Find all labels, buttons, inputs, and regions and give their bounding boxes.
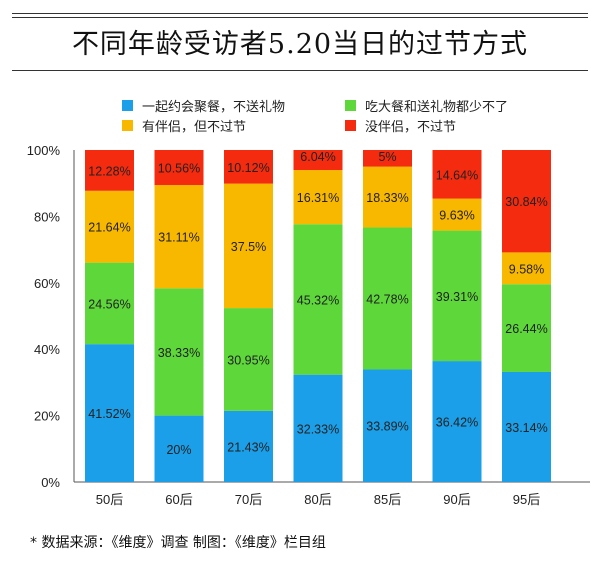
- data-label: 41.52%: [88, 407, 130, 421]
- legend-swatch: [122, 120, 133, 131]
- legend-item-green: 吃大餐和送礼物都少不了: [345, 96, 508, 115]
- data-label: 39.31%: [436, 290, 478, 304]
- data-label: 30.95%: [227, 353, 269, 367]
- legend-label: 没伴侣，不过节: [365, 120, 457, 135]
- data-label: 5%: [378, 150, 396, 164]
- bar-segment: [293, 150, 343, 171]
- data-label: 45.32%: [297, 293, 339, 307]
- bar-segment: [293, 170, 343, 225]
- bar-segment: [85, 150, 134, 191]
- y-tick-label: 80%: [34, 209, 60, 224]
- data-label: 26.44%: [505, 322, 547, 336]
- data-label: 31.11%: [158, 231, 199, 245]
- data-label: 24.56%: [88, 297, 130, 311]
- legend-swatch: [122, 100, 133, 111]
- data-label: 21.64%: [88, 221, 130, 235]
- bar-segment: [85, 190, 134, 263]
- bar-segment: [432, 198, 482, 231]
- data-label: 36.42%: [436, 416, 478, 430]
- bar-segment: [293, 374, 343, 482]
- bar-segment: [224, 410, 273, 482]
- bar-segment: [224, 183, 273, 309]
- x-tick-label: 50后: [96, 492, 123, 507]
- y-tick-label: 40%: [34, 342, 60, 357]
- bar-segment: [224, 308, 273, 411]
- bar-segment: [432, 230, 482, 362]
- legend-item-red: 没伴侣，不过节: [345, 116, 456, 135]
- x-tick-label: 85后: [374, 492, 401, 507]
- data-label: 18.33%: [366, 191, 408, 205]
- data-label: 16.31%: [297, 191, 339, 205]
- bar-segment: [154, 150, 204, 186]
- x-tick-label: 95后: [513, 492, 540, 507]
- bar-segment: [363, 227, 412, 370]
- bar-segment: [363, 369, 412, 482]
- legend-label: 一起约会聚餐，不送礼物: [142, 100, 286, 115]
- bar-segment: [502, 150, 551, 253]
- x-tick-label: 90后: [443, 492, 470, 507]
- data-label: 21.43%: [227, 440, 269, 454]
- bar-segment: [85, 344, 134, 482]
- source-note: * 数据来源：《维度》调查 制图：《维度》栏目组: [30, 535, 326, 551]
- y-tick-label: 0%: [41, 475, 60, 490]
- x-tick-label: 70后: [235, 492, 262, 507]
- legend-item-blue: 一起约会聚餐，不送礼物: [122, 96, 285, 115]
- data-label: 10.12%: [227, 161, 269, 175]
- data-label: 14.64%: [436, 168, 478, 182]
- bar-segment: [293, 224, 343, 375]
- data-label: 10.56%: [158, 162, 200, 176]
- chart-title: 不同年龄受访者5.20当日的过节方式: [71, 29, 529, 60]
- bar-segment: [224, 150, 273, 184]
- bar-segment: [502, 371, 551, 482]
- bar-segment: [363, 166, 412, 228]
- bar-segment: [502, 284, 551, 372]
- data-label: 30.84%: [505, 195, 547, 209]
- legend-item-yellow: 有伴侣，但不过节: [122, 116, 246, 135]
- bar-segment: [154, 185, 204, 289]
- data-label: 12.28%: [88, 164, 130, 178]
- top-rule-2: [12, 17, 588, 18]
- y-tick-label: 20%: [34, 409, 60, 424]
- data-label: 9.58%: [509, 262, 544, 276]
- bar-segment: [85, 262, 134, 345]
- x-tick-label: 80后: [304, 492, 331, 507]
- bar-segment: [154, 288, 204, 416]
- bar-segment: [432, 361, 482, 482]
- legend-swatch: [345, 100, 356, 111]
- data-label: 37.5%: [231, 240, 266, 254]
- data-label: 33.89%: [366, 420, 408, 434]
- bar-segment: [502, 252, 551, 285]
- data-label: 20%: [166, 443, 191, 457]
- bar-segment: [154, 415, 204, 482]
- data-label: 42.78%: [366, 292, 408, 306]
- x-tick-label: 60后: [165, 492, 192, 507]
- y-tick-label: 60%: [34, 276, 60, 291]
- data-label: 6.04%: [300, 150, 335, 164]
- title-rule: [12, 70, 588, 71]
- legend-label: 有伴侣，但不过节: [142, 120, 247, 135]
- legend-label: 吃大餐和送礼物都少不了: [365, 100, 509, 115]
- y-tick-label: 100%: [27, 143, 61, 158]
- legend-swatch: [345, 120, 356, 131]
- data-label: 33.14%: [505, 421, 547, 435]
- bar-segment: [432, 150, 482, 199]
- bar-segment: [363, 150, 412, 167]
- top-rule: [12, 13, 588, 14]
- data-label: 9.63%: [439, 209, 474, 223]
- data-label: 38.33%: [158, 346, 200, 360]
- data-label: 32.33%: [297, 422, 339, 436]
